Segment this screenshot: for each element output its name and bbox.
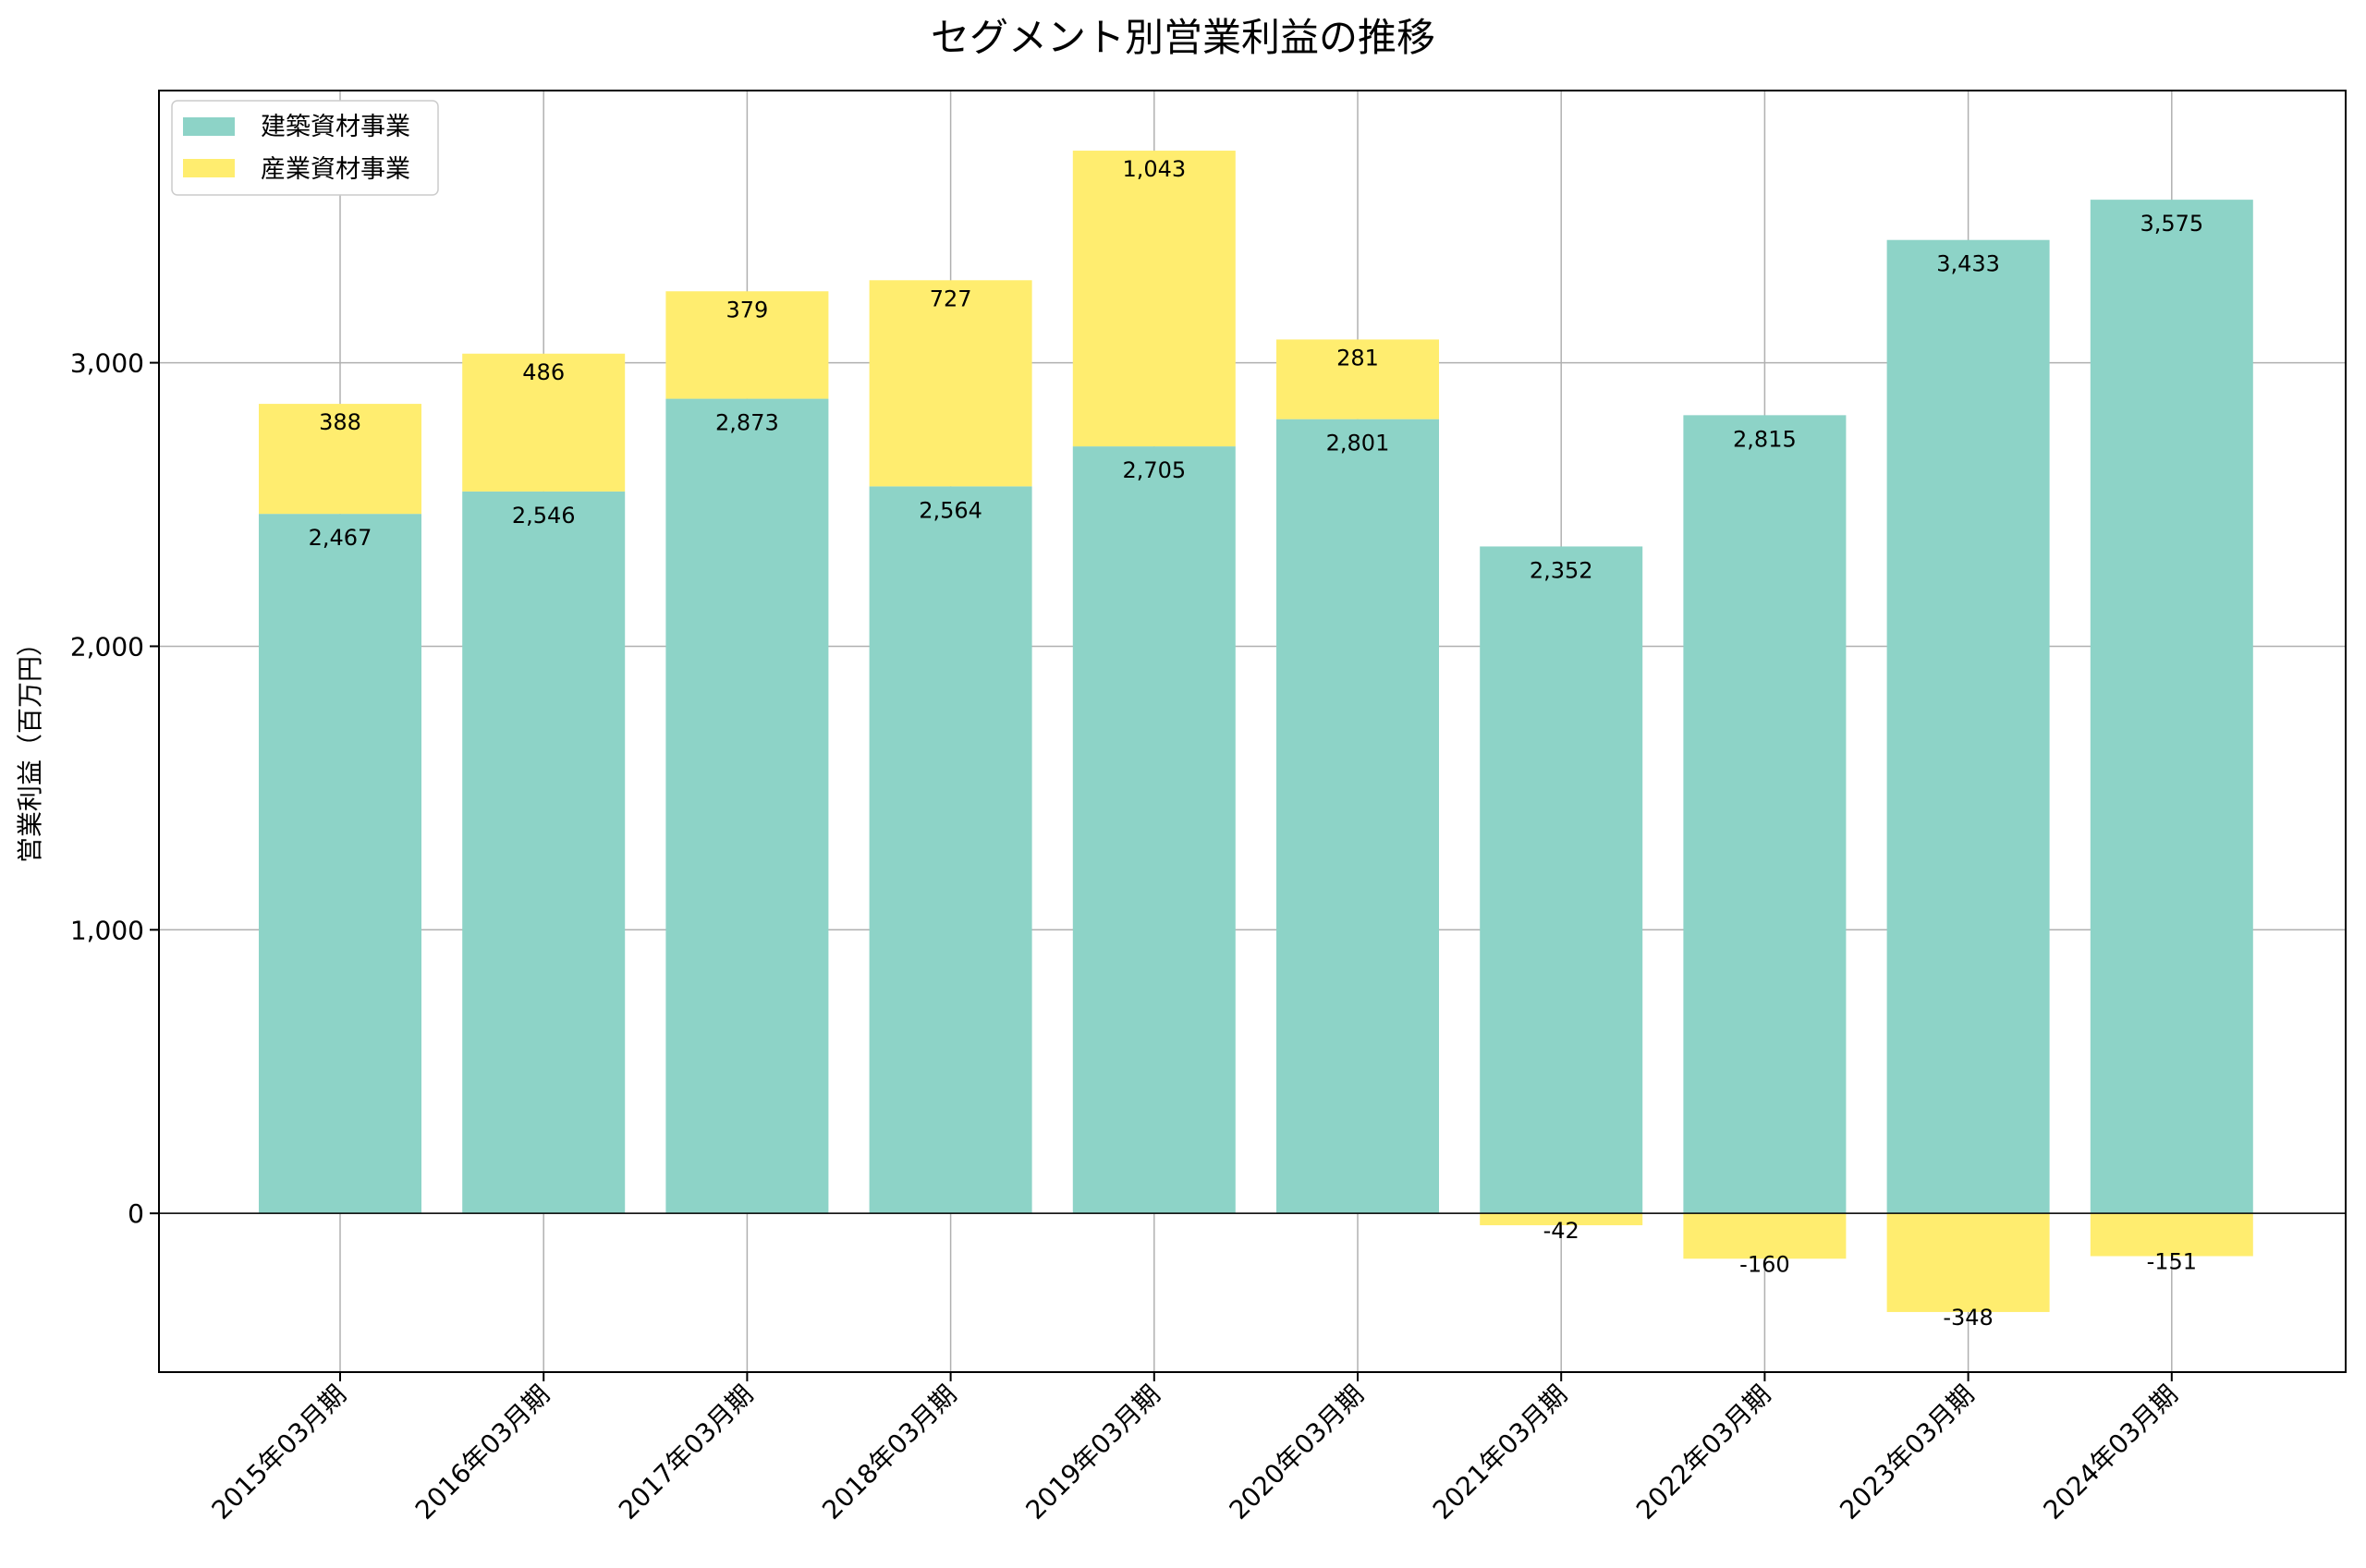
- y-tick-label: 1,000: [70, 915, 144, 945]
- x-tick-label: 2018年03月期: [816, 1380, 962, 1525]
- bar-building-materials: [2090, 200, 2253, 1214]
- legend: 建築資材事業 産業資材事業: [171, 100, 439, 196]
- data-label-building-materials: 2,564: [919, 497, 982, 523]
- x-axis-ticks: 2015年03月期 2016年03月期 2017年03月期 2018年03月期 2019…: [206, 1372, 2184, 1525]
- bar-industrial-materials: [1886, 1213, 2050, 1312]
- data-label-building-materials: 2,467: [309, 525, 372, 551]
- y-axis-ticks: 0 1,000 2,000 3,000: [70, 348, 159, 1229]
- legend-label-industrial-materials: 産業資材事業: [261, 155, 410, 184]
- x-tick-label: 2017年03月期: [613, 1380, 759, 1525]
- x-tick-label: 2020年03月期: [1224, 1380, 1370, 1525]
- data-label-building-materials: 2,801: [1326, 431, 1390, 456]
- bars: [259, 151, 2253, 1312]
- data-label-building-materials: 2,815: [1733, 426, 1797, 452]
- bar-building-materials: [1683, 415, 1847, 1214]
- bar-industrial-materials: [1683, 1213, 1847, 1259]
- data-label-industrial-materials: -160: [1739, 1251, 1789, 1277]
- data-label-building-materials: 2,873: [715, 410, 779, 436]
- x-tick-label: 2016年03月期: [409, 1380, 555, 1525]
- y-axis-label: 営業利益（百万円）: [15, 630, 45, 863]
- legend-box: [171, 100, 439, 196]
- bar-industrial-materials: [665, 291, 829, 399]
- bar-building-materials: [869, 486, 1032, 1214]
- plot-frame: [158, 90, 2347, 1373]
- data-label-industrial-materials: -151: [2147, 1248, 2197, 1274]
- y-tick-label: 0: [128, 1198, 144, 1229]
- bar-building-materials: [259, 514, 421, 1214]
- data-label-industrial-materials: 1,043: [1122, 156, 1186, 182]
- bar-building-materials: [1072, 446, 1236, 1214]
- bar-industrial-materials: [1276, 339, 1439, 419]
- bar-industrial-materials: [259, 404, 421, 515]
- data-label-building-materials: 2,546: [512, 503, 576, 529]
- data-label-industrial-materials: 727: [930, 286, 972, 311]
- bar-building-materials: [462, 491, 626, 1214]
- data-label-industrial-materials: 379: [726, 297, 768, 322]
- bar-building-materials: [1276, 419, 1439, 1214]
- data-label-industrial-materials: -348: [1943, 1305, 1993, 1331]
- bar-industrial-materials: [869, 280, 1032, 487]
- bar-building-materials: [1886, 239, 2050, 1214]
- x-tick-label: 2019年03月期: [1019, 1380, 1165, 1525]
- data-label-industrial-materials: -42: [1543, 1218, 1579, 1244]
- y-tick-label: 3,000: [70, 348, 144, 379]
- x-tick-label: 2021年03月期: [1427, 1380, 1573, 1525]
- data-label-building-materials: 2,705: [1122, 457, 1186, 483]
- bar-building-materials: [665, 398, 829, 1214]
- y-tick-label: 2,000: [70, 631, 144, 662]
- data-labels: 2,467 388 2,546 486 2,873 379 2,564 727 2,705 1,0…: [309, 156, 2204, 1331]
- data-label-building-materials: 2,352: [1530, 557, 1593, 583]
- chart-title: セグメント別営業利益の推移: [931, 15, 1435, 60]
- bar-industrial-materials: [462, 353, 626, 492]
- legend-label-building-materials: 建築資材事業: [261, 113, 410, 141]
- data-label-industrial-materials: 281: [1336, 345, 1379, 371]
- x-tick-label: 2022年03月期: [1630, 1380, 1776, 1525]
- bar-industrial-materials: [1480, 1213, 1643, 1226]
- x-tick-label: 2023年03月期: [1834, 1380, 1980, 1525]
- data-label-building-materials: 3,433: [1936, 251, 2000, 277]
- x-tick-label: 2024年03月期: [2037, 1380, 2183, 1525]
- bar-building-materials: [1480, 546, 1643, 1214]
- data-label-building-materials: 3,575: [2140, 211, 2203, 237]
- x-tick-label: 2015年03月期: [206, 1380, 352, 1525]
- data-label-industrial-materials: 388: [319, 409, 361, 435]
- bar-industrial-materials: [1072, 151, 1236, 447]
- data-label-industrial-materials: 486: [522, 359, 565, 385]
- legend-swatch-building-materials: [183, 117, 235, 136]
- bar-industrial-materials: [2090, 1213, 2253, 1257]
- legend-swatch-industrial-materials: [183, 159, 235, 177]
